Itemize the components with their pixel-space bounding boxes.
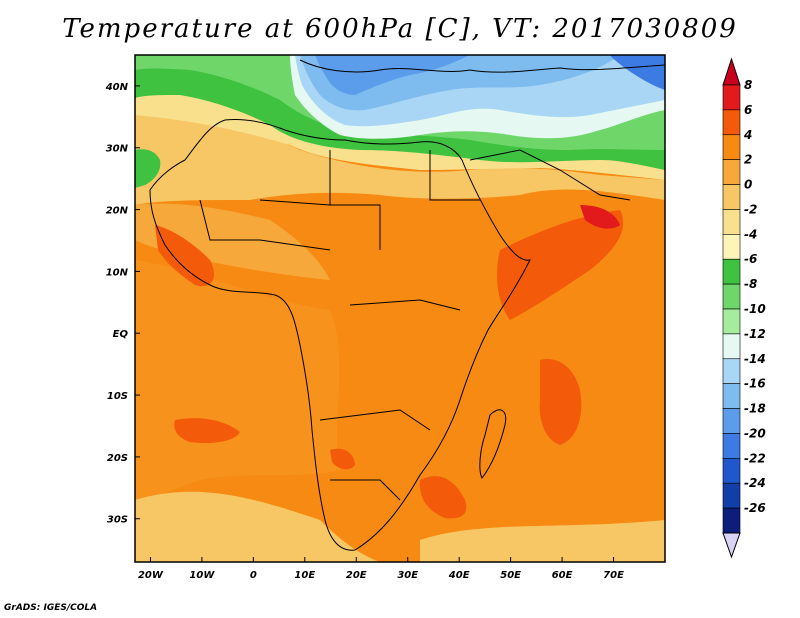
- lat-tick-label: 30N: [106, 144, 129, 155]
- colorbar-swatch: [722, 209, 741, 235]
- colorbar-label: 0: [744, 178, 752, 192]
- colorbar-label: -10: [744, 302, 766, 316]
- colorbar-swatch: [722, 383, 741, 409]
- lon-tick-label: 40E: [448, 570, 470, 581]
- colorbar-swatch: [722, 234, 741, 260]
- latitude-axis: 40N 30N 20N 10N EQ 10S 20S 30S: [105, 82, 140, 526]
- colorbar-label: -6: [744, 252, 757, 266]
- lon-tick-label: 10E: [294, 570, 315, 581]
- colorbar-over-triangle: [722, 57, 741, 86]
- colorbar-swatch: [722, 258, 741, 285]
- lat-tick-label: 20S: [107, 453, 128, 464]
- colorbar-label: -24: [744, 476, 766, 490]
- lon-tick-label: 20E: [346, 570, 367, 581]
- colorbar-swatch: [722, 333, 741, 360]
- colorbar-label: -12: [744, 327, 766, 341]
- lat-tick-label: EQ: [113, 329, 129, 340]
- colorbar-swatch: [722, 283, 741, 310]
- colorbar-swatch: [722, 109, 741, 136]
- colorbar-swatch: [722, 482, 741, 509]
- colorbar-swatch: [722, 184, 741, 210]
- lat-tick-label: 30S: [107, 515, 128, 526]
- credit-label: GrADS: IGES/COLA: [4, 603, 98, 613]
- colorbar-swatch: [722, 433, 741, 459]
- coastlines: [149, 59, 665, 551]
- colorbar-swatch: [722, 458, 741, 484]
- colorbar-label: 2: [744, 153, 752, 167]
- colorbar: 8 6 4 2 0 -2 -4 -6 -8 -10 -12 -14 -16 -18 -20 -22 -24 -26: [722, 57, 766, 559]
- colorbar-label: -8: [744, 277, 757, 291]
- colorbar-label: -14: [744, 352, 766, 366]
- colorbar-label: -26: [744, 501, 766, 515]
- colorbar-under-triangle: [722, 532, 741, 559]
- colorbar-swatch: [722, 408, 741, 434]
- colorbar-swatch: [722, 507, 741, 534]
- colorbar-label: -18: [744, 402, 766, 416]
- longitude-axis: 20W 10W 0 10E 20E 30E 40E 50E 60E 70E: [138, 557, 624, 581]
- colorbar-swatch: [722, 84, 741, 111]
- lon-tick-label: 0: [250, 570, 257, 581]
- colorbar-label: 8: [744, 78, 752, 92]
- colorbar-label: -4: [744, 227, 757, 241]
- lon-tick-label: 30E: [397, 570, 418, 581]
- lon-tick-label: 20W: [138, 570, 164, 581]
- colorbar-swatch: [722, 159, 741, 185]
- colorbar-label: 6: [744, 103, 752, 117]
- lon-tick-label: 70E: [603, 570, 624, 581]
- lon-tick-label: 60E: [552, 570, 573, 581]
- colorbar-swatch: [722, 134, 741, 160]
- plot-title: Temperature at 600hPa [C], VT: 201703080…: [62, 14, 738, 44]
- lon-tick-label: 50E: [500, 570, 521, 581]
- lat-tick-label: 10S: [107, 391, 128, 402]
- colorbar-label: 4: [743, 128, 752, 142]
- lat-tick-label: 40N: [105, 82, 129, 93]
- colorbar-label: -16: [744, 377, 766, 391]
- colorbar-label: -20: [744, 426, 766, 440]
- lat-tick-label: 10N: [106, 267, 129, 278]
- colorbar-label: -2: [744, 202, 757, 216]
- plot-frame: [134, 54, 666, 563]
- colorbar-swatch: [722, 358, 741, 384]
- colorbar-swatch: [722, 308, 741, 335]
- temperature-field: [135, 55, 665, 562]
- lat-tick-label: 20N: [106, 206, 129, 217]
- colorbar-label: -22: [744, 451, 766, 465]
- lon-tick-label: 10W: [189, 570, 215, 581]
